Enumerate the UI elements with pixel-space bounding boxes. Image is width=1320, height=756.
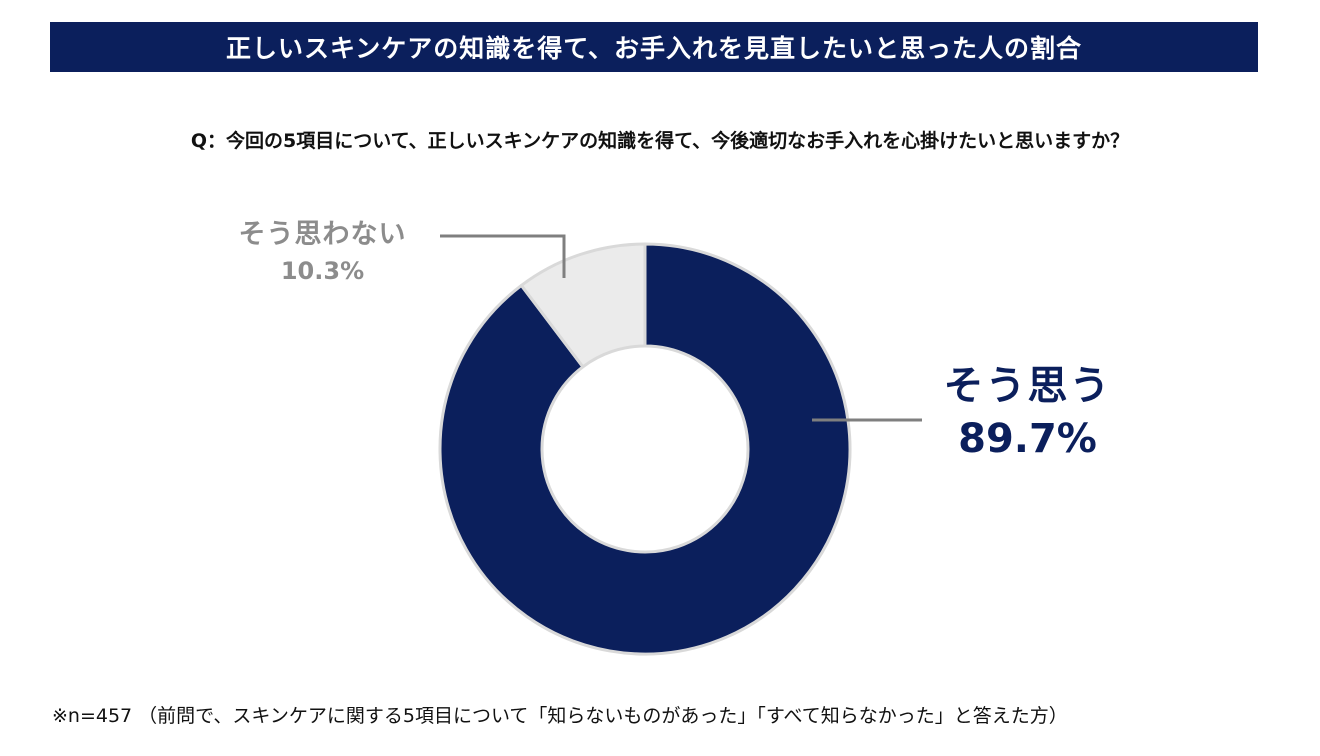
label-disagree: そう思わない 10.3% bbox=[225, 216, 420, 288]
label-disagree-category: そう思わない bbox=[238, 219, 407, 250]
label-agree-value: 89.7% bbox=[958, 416, 1097, 462]
leader-line-disagree bbox=[440, 234, 566, 278]
footnote: ※n=457 （前問で、スキンケアに関する5項目について「知らないものがあった」… bbox=[52, 705, 1068, 727]
label-agree: そう思う 89.7% bbox=[930, 360, 1125, 466]
chart-title: 正しいスキンケアの知識を得て、お手入れを見直したいと思った人の割合 bbox=[225, 34, 1082, 63]
label-disagree-value: 10.3% bbox=[280, 257, 365, 285]
title-banner: 正しいスキンケアの知識を得て、お手入れを見直したいと思った人の割合 bbox=[50, 22, 1258, 72]
survey-question: Q：今回の5項目について、正しいスキンケアの知識を得て、今後適切なお手入れを心掛… bbox=[190, 130, 1130, 152]
slice-disagree bbox=[519, 242, 647, 369]
label-agree-category: そう思う bbox=[943, 363, 1112, 409]
slice-agree bbox=[438, 242, 852, 656]
